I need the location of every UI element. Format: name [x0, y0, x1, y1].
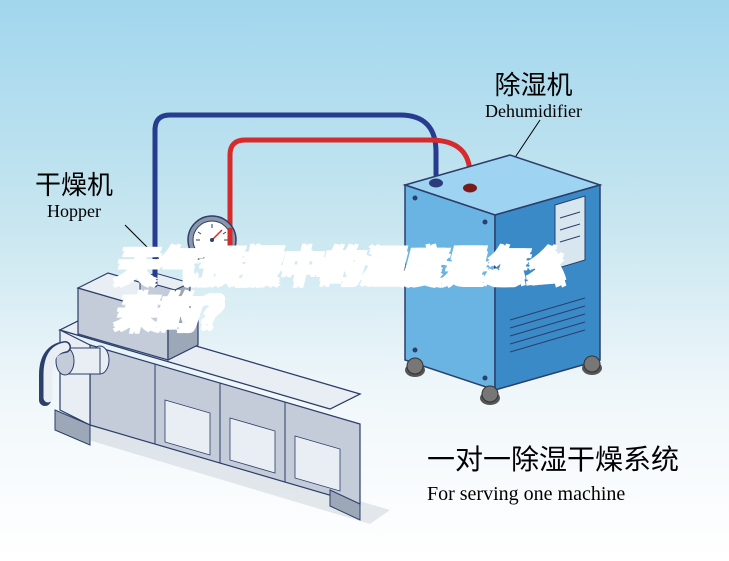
hopper-label-cn: 干燥机 — [35, 170, 113, 201]
system-label: 一对一除湿干燥系统 For serving one machine — [427, 444, 679, 506]
overlay-line1: 天气预报中的湿度是怎么 — [115, 245, 566, 291]
dehumidifier-label-cn: 除湿机 — [485, 70, 582, 101]
overlay-headline: 天气预报中的湿度是怎么 来的？ — [115, 245, 566, 337]
hopper-label-en: Hopper — [35, 201, 113, 223]
hopper-label: 干燥机 Hopper — [35, 170, 113, 223]
system-label-en: For serving one machine — [427, 482, 679, 506]
overlay-line2: 来的？ — [115, 291, 566, 337]
system-label-cn: 一对一除湿干燥系统 — [427, 444, 679, 478]
dehumidifier-label: 除湿机 Dehumidifier — [485, 70, 582, 123]
dehumidifier-label-en: Dehumidifier — [485, 101, 582, 123]
